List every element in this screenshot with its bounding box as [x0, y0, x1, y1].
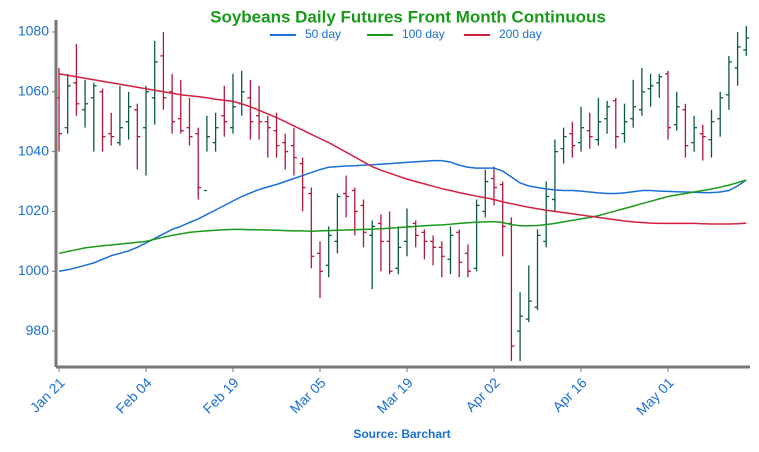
x-tick-label: May 01 — [633, 374, 677, 418]
y-tick-label: 1080 — [18, 23, 49, 39]
ma-line — [58, 179, 747, 255]
x-tick-label: Feb 19 — [200, 374, 242, 416]
source: Source: Barchart — [353, 427, 450, 441]
legend-label: 200 day — [499, 27, 542, 41]
chart-title: Soybeans Daily Futures Front Month Conti… — [210, 7, 606, 26]
legend-label: 50 day — [305, 27, 341, 41]
y-tick-label: 1000 — [18, 262, 49, 278]
ma-line — [58, 159, 747, 273]
legend-label: 100 day — [402, 27, 445, 41]
x-tick-label: Jan 21 — [27, 374, 68, 415]
y-tick-label: 1060 — [18, 82, 49, 98]
x-tick-label: Mar 19 — [374, 374, 416, 416]
y-tick-label: 1040 — [18, 142, 49, 158]
ma-line — [58, 73, 747, 225]
x-tick-label: Apr 02 — [462, 374, 503, 415]
y-tick-label: 1020 — [18, 202, 49, 218]
x-tick-label: Apr 16 — [549, 374, 590, 415]
x-tick-label: Feb 04 — [113, 374, 155, 416]
x-tick-label: Mar 05 — [287, 374, 329, 416]
y-tick-label: 980 — [26, 322, 50, 338]
